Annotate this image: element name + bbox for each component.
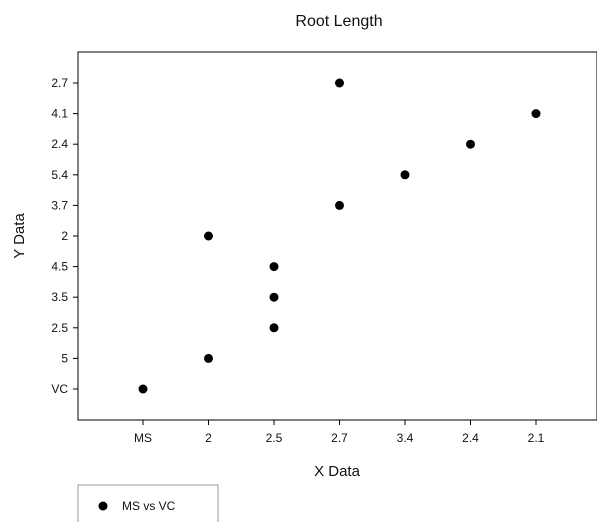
data-points [138, 78, 541, 394]
y-axis-title: Y Data [11, 213, 28, 259]
y-tick-label: 2 [61, 229, 68, 243]
data-point [269, 323, 279, 333]
x-tick-label: 2.1 [528, 431, 545, 445]
y-tick-label: 4.5 [51, 260, 68, 274]
data-point [138, 384, 148, 394]
y-tick-label: 2.7 [51, 76, 68, 90]
plot-frame [77, 51, 597, 421]
data-point [204, 231, 213, 241]
x-axis-ticks: MS 2 2.5 2.7 3.4 2.4 2.1 [134, 420, 545, 445]
y-tick-label: 2.5 [51, 321, 68, 335]
x-tick-label: 3.4 [397, 431, 414, 445]
y-tick-label: 5 [61, 351, 68, 365]
data-point [466, 139, 475, 149]
legend-box [77, 484, 219, 522]
data-point [269, 292, 279, 302]
x-tick-label: 2.7 [331, 431, 348, 445]
data-point [531, 109, 541, 119]
legend-marker [98, 501, 108, 511]
x-tick-label: 2.5 [266, 431, 283, 445]
legend: MS vs VC [77, 484, 219, 522]
x-tick-label: 2 [205, 431, 212, 445]
y-tick-label: 3.5 [51, 290, 68, 304]
data-point [400, 170, 410, 180]
y-tick-label: 3.7 [51, 198, 68, 212]
data-point [204, 353, 213, 363]
data-point [269, 262, 279, 272]
y-axis-ticks: VC 5 2.5 3.5 4.5 2 3.7 5.4 2.4 4.1 2.7 [51, 76, 78, 396]
y-tick-label: 5.4 [51, 168, 68, 182]
chart-title: Root Length [295, 13, 382, 30]
x-tick-label: MS [134, 431, 152, 445]
x-tick-label: 2.4 [462, 431, 479, 445]
y-tick-label: 2.4 [51, 137, 68, 151]
y-tick-label: 4.1 [51, 107, 68, 121]
data-point [335, 200, 344, 210]
y-tick-label: VC [51, 382, 68, 396]
x-axis-title: X Data [314, 463, 361, 480]
legend-label: MS vs VC [122, 499, 176, 513]
data-point [335, 78, 344, 88]
